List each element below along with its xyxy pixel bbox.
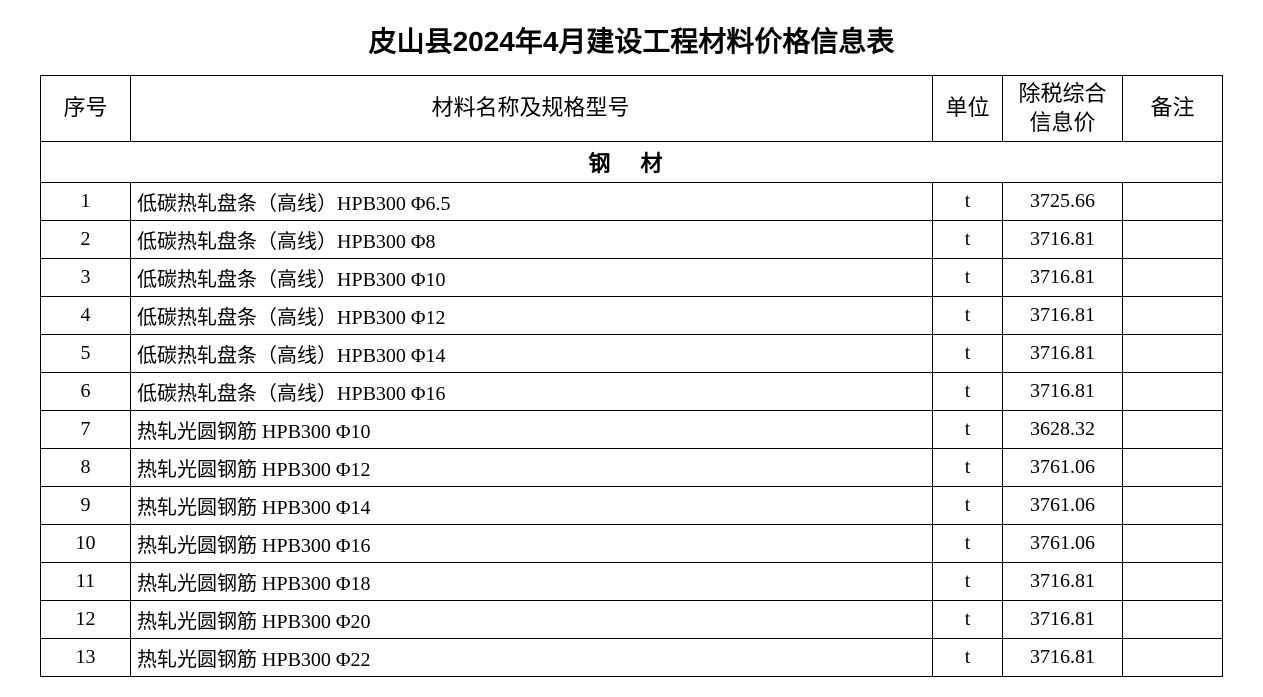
cell-price: 3716.81 [1003, 601, 1123, 639]
table-row: 12热轧光圆钢筋 HPB300 Φ20t3716.81 [41, 601, 1223, 639]
cell-seq: 7 [41, 411, 131, 449]
materials-price-table: 序号 材料名称及规格型号 单位 除税综合 信息价 备注 钢 材 1低碳热轧盘条（… [40, 75, 1223, 677]
cell-name: 低碳热轧盘条（高线）HPB300 Φ14 [131, 335, 933, 373]
cell-unit: t [933, 639, 1003, 677]
cell-name: 热轧光圆钢筋 HPB300 Φ16 [131, 525, 933, 563]
table-row: 8热轧光圆钢筋 HPB300 Φ12t3761.06 [41, 449, 1223, 487]
cell-unit: t [933, 563, 1003, 601]
cell-name: 低碳热轧盘条（高线）HPB300 Φ12 [131, 297, 933, 335]
cell-seq: 2 [41, 221, 131, 259]
cell-seq: 3 [41, 259, 131, 297]
cell-price: 3716.81 [1003, 297, 1123, 335]
cell-remark [1123, 373, 1223, 411]
cell-remark [1123, 487, 1223, 525]
cell-seq: 5 [41, 335, 131, 373]
cell-name: 低碳热轧盘条（高线）HPB300 Φ8 [131, 221, 933, 259]
cell-remark [1123, 601, 1223, 639]
cell-seq: 6 [41, 373, 131, 411]
cell-remark [1123, 297, 1223, 335]
cell-name: 热轧光圆钢筋 HPB300 Φ10 [131, 411, 933, 449]
table-row: 6低碳热轧盘条（高线）HPB300 Φ16t3716.81 [41, 373, 1223, 411]
cell-seq: 1 [41, 183, 131, 221]
table-row: 5低碳热轧盘条（高线）HPB300 Φ14t3716.81 [41, 335, 1223, 373]
cell-remark [1123, 183, 1223, 221]
cell-seq: 13 [41, 639, 131, 677]
header-name: 材料名称及规格型号 [131, 76, 933, 142]
cell-price: 3761.06 [1003, 525, 1123, 563]
cell-seq: 4 [41, 297, 131, 335]
cell-name: 热轧光圆钢筋 HPB300 Φ12 [131, 449, 933, 487]
header-unit: 单位 [933, 76, 1003, 142]
cell-unit: t [933, 297, 1003, 335]
table-row: 3低碳热轧盘条（高线）HPB300 Φ10t3716.81 [41, 259, 1223, 297]
cell-name: 热轧光圆钢筋 HPB300 Φ20 [131, 601, 933, 639]
header-seq: 序号 [41, 76, 131, 142]
cell-name: 低碳热轧盘条（高线）HPB300 Φ6.5 [131, 183, 933, 221]
cell-price: 3716.81 [1003, 639, 1123, 677]
table-header-row: 序号 材料名称及规格型号 单位 除税综合 信息价 备注 [41, 76, 1223, 142]
table-row: 11热轧光圆钢筋 HPB300 Φ18t3716.81 [41, 563, 1223, 601]
cell-price: 3716.81 [1003, 221, 1123, 259]
cell-unit: t [933, 221, 1003, 259]
table-row: 13热轧光圆钢筋 HPB300 Φ22t3716.81 [41, 639, 1223, 677]
cell-remark [1123, 525, 1223, 563]
table-row: 4低碳热轧盘条（高线）HPB300 Φ12t3716.81 [41, 297, 1223, 335]
cell-remark [1123, 449, 1223, 487]
table-row: 1低碳热轧盘条（高线）HPB300 Φ6.5t3725.66 [41, 183, 1223, 221]
table-row: 7热轧光圆钢筋 HPB300 Φ10t3628.32 [41, 411, 1223, 449]
cell-unit: t [933, 525, 1003, 563]
cell-price: 3716.81 [1003, 563, 1123, 601]
cell-name: 低碳热轧盘条（高线）HPB300 Φ16 [131, 373, 933, 411]
cell-unit: t [933, 601, 1003, 639]
table-row: 9热轧光圆钢筋 HPB300 Φ14t3761.06 [41, 487, 1223, 525]
cell-remark [1123, 563, 1223, 601]
cell-unit: t [933, 373, 1003, 411]
section-header: 钢 材 [41, 142, 1223, 183]
cell-name: 热轧光圆钢筋 HPB300 Φ18 [131, 563, 933, 601]
cell-remark [1123, 639, 1223, 677]
cell-name: 热轧光圆钢筋 HPB300 Φ22 [131, 639, 933, 677]
cell-price: 3761.06 [1003, 449, 1123, 487]
cell-unit: t [933, 183, 1003, 221]
cell-price: 3761.06 [1003, 487, 1123, 525]
cell-price: 3716.81 [1003, 373, 1123, 411]
cell-price: 3725.66 [1003, 183, 1123, 221]
cell-remark [1123, 335, 1223, 373]
table-body: 钢 材 1低碳热轧盘条（高线）HPB300 Φ6.5t3725.662低碳热轧盘… [41, 142, 1223, 677]
table-row: 10热轧光圆钢筋 HPB300 Φ16t3761.06 [41, 525, 1223, 563]
table-row: 2低碳热轧盘条（高线）HPB300 Φ8t3716.81 [41, 221, 1223, 259]
cell-seq: 10 [41, 525, 131, 563]
cell-price: 3716.81 [1003, 259, 1123, 297]
cell-remark [1123, 221, 1223, 259]
cell-seq: 9 [41, 487, 131, 525]
cell-unit: t [933, 449, 1003, 487]
cell-name: 热轧光圆钢筋 HPB300 Φ14 [131, 487, 933, 525]
header-remark: 备注 [1123, 76, 1223, 142]
section-row: 钢 材 [41, 142, 1223, 183]
cell-name: 低碳热轧盘条（高线）HPB300 Φ10 [131, 259, 933, 297]
cell-price: 3628.32 [1003, 411, 1123, 449]
header-price: 除税综合 信息价 [1003, 76, 1123, 142]
cell-remark [1123, 259, 1223, 297]
cell-price: 3716.81 [1003, 335, 1123, 373]
cell-unit: t [933, 487, 1003, 525]
cell-unit: t [933, 411, 1003, 449]
cell-remark [1123, 411, 1223, 449]
cell-seq: 11 [41, 563, 131, 601]
page-title: 皮山县2024年4月建设工程材料价格信息表 [40, 20, 1223, 60]
cell-unit: t [933, 335, 1003, 373]
cell-seq: 12 [41, 601, 131, 639]
cell-seq: 8 [41, 449, 131, 487]
cell-unit: t [933, 259, 1003, 297]
